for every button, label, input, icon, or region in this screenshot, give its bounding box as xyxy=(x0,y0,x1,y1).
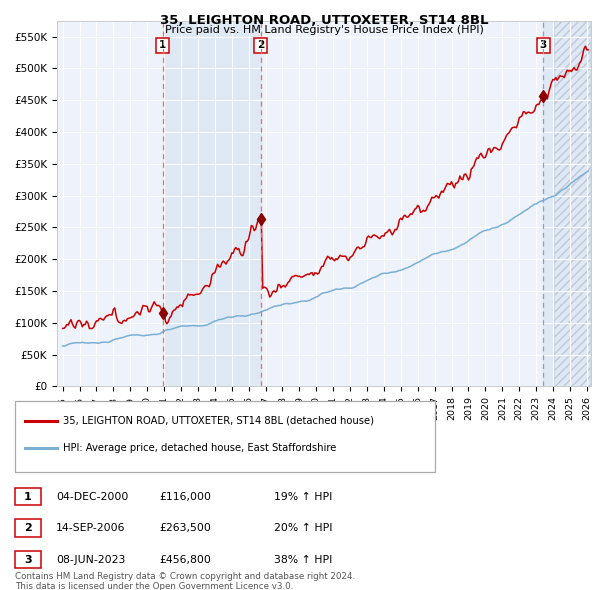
Text: 35, LEIGHTON ROAD, UTTOXETER, ST14 8BL: 35, LEIGHTON ROAD, UTTOXETER, ST14 8BL xyxy=(160,14,488,27)
Text: 04-DEC-2000: 04-DEC-2000 xyxy=(56,491,128,502)
Text: 08-JUN-2023: 08-JUN-2023 xyxy=(56,555,125,565)
Text: This data is licensed under the Open Government Licence v3.0.: This data is licensed under the Open Gov… xyxy=(15,582,293,590)
Bar xyxy=(15,401,435,472)
Bar xyxy=(15,488,41,506)
Text: 1: 1 xyxy=(159,41,166,51)
Bar xyxy=(163,21,260,386)
Text: 35, LEIGHTON ROAD, UTTOXETER, ST14 8BL (detached house): 35, LEIGHTON ROAD, UTTOXETER, ST14 8BL (… xyxy=(63,416,374,426)
Text: 14-SEP-2006: 14-SEP-2006 xyxy=(56,523,125,533)
Text: HPI: Average price, detached house, East Staffordshire: HPI: Average price, detached house, East… xyxy=(63,444,337,453)
Text: Contains HM Land Registry data © Crown copyright and database right 2024.: Contains HM Land Registry data © Crown c… xyxy=(15,572,355,581)
Text: 38% ↑ HPI: 38% ↑ HPI xyxy=(274,555,332,565)
Text: £116,000: £116,000 xyxy=(159,491,211,502)
Bar xyxy=(544,21,590,386)
Text: 1: 1 xyxy=(24,491,32,502)
Text: 3: 3 xyxy=(540,41,547,51)
Text: 20% ↑ HPI: 20% ↑ HPI xyxy=(274,523,332,533)
Bar xyxy=(15,550,41,568)
Bar xyxy=(15,519,41,537)
Text: £456,800: £456,800 xyxy=(159,555,211,565)
Text: Price paid vs. HM Land Registry's House Price Index (HPI): Price paid vs. HM Land Registry's House … xyxy=(164,25,484,35)
Text: £263,500: £263,500 xyxy=(159,523,211,533)
Text: 3: 3 xyxy=(24,555,32,565)
Text: 2: 2 xyxy=(257,41,264,51)
Text: 19% ↑ HPI: 19% ↑ HPI xyxy=(274,491,332,502)
Text: 2: 2 xyxy=(24,523,32,533)
